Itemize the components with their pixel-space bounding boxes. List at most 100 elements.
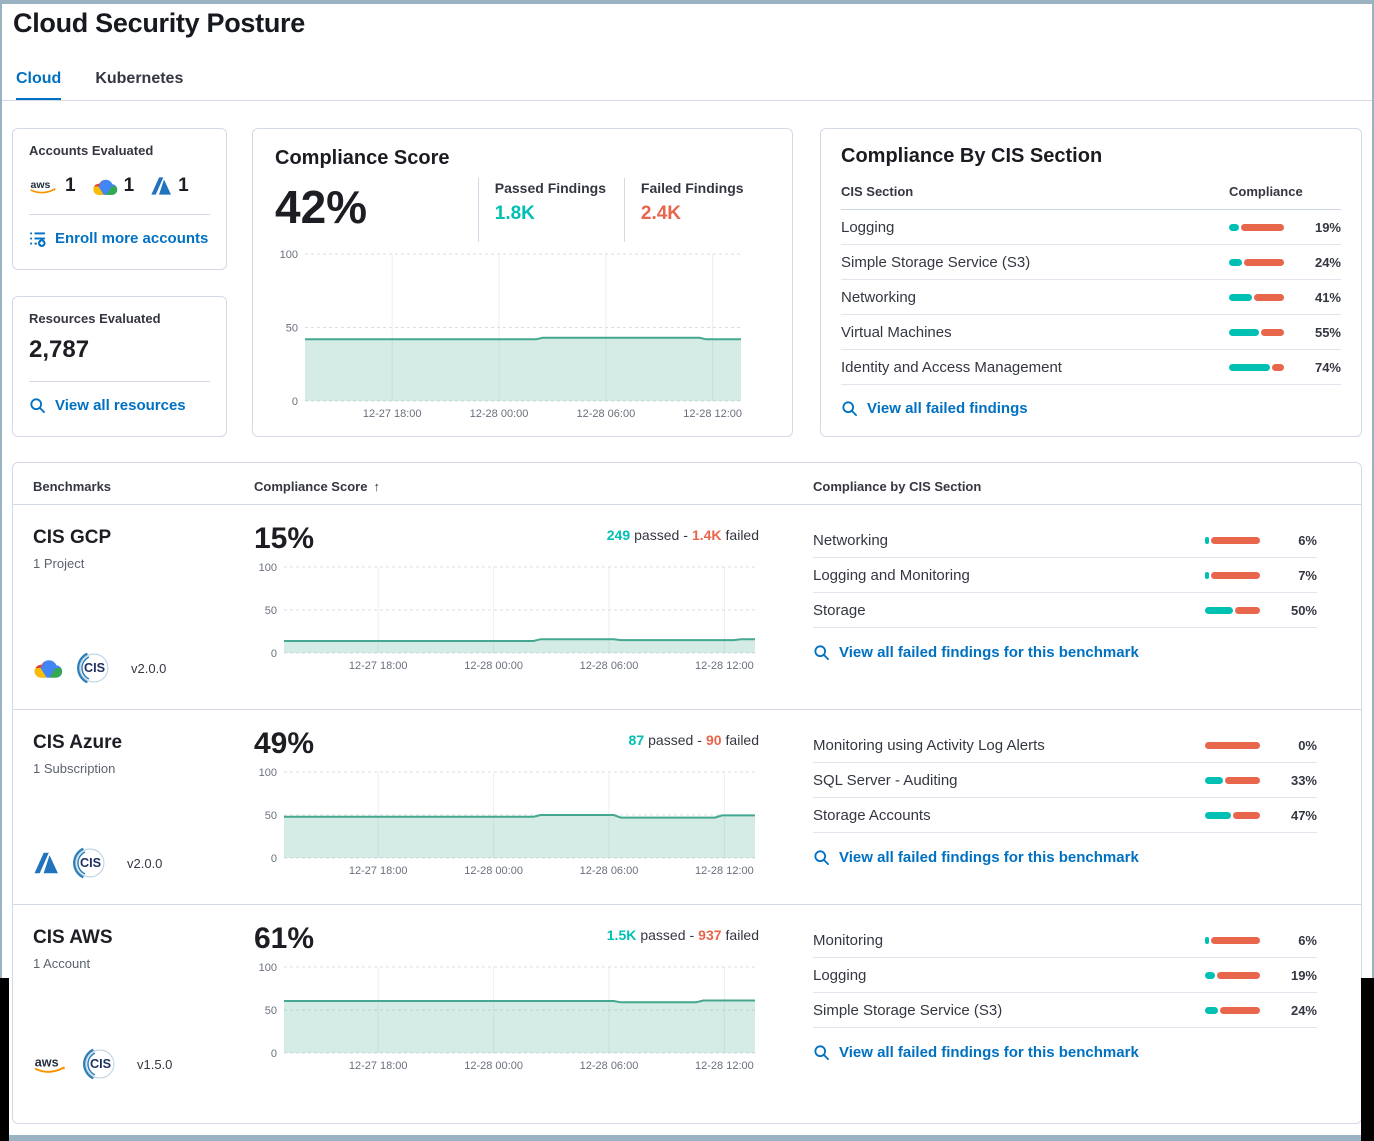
window-frame-top — [0, 0, 1374, 4]
enroll-more-accounts-label: Enroll more accounts — [55, 230, 209, 247]
separator: - — [689, 927, 695, 943]
separator: - — [697, 732, 702, 748]
cis-logo-icon: CIS — [77, 652, 109, 684]
cis-azure-trend-chart: 0 50 100 12-27 18:00 12-28 00:00 12-28 06:00 1… — [259, 767, 755, 877]
benchmark-version: v2.0.0 — [131, 660, 167, 676]
view-all-failed-findings-label: View all failed findings — [867, 400, 1028, 417]
window-frame-bottom — [9, 1135, 1361, 1141]
svg-text:12-27 18:00: 12-27 18:00 — [349, 865, 408, 877]
svg-text:50: 50 — [265, 605, 277, 617]
svg-text:12-28 06:00: 12-28 06:00 — [580, 1060, 639, 1072]
sections-column-header: Compliance by CIS Section — [813, 479, 982, 494]
search-icon — [30, 398, 45, 413]
view-failed-findings-benchmark-link[interactable]: View all failed findings for this benchm… — [813, 1044, 1317, 1061]
compliance-bar — [1205, 936, 1260, 944]
svg-text:12-28 06:00: 12-28 06:00 — [580, 660, 639, 672]
compliance-score-column-header[interactable]: Compliance Score ↑ — [254, 479, 813, 494]
section-label: Monitoring — [813, 931, 884, 949]
accounts-evaluated-title: Accounts Evaluated — [29, 143, 154, 158]
benchmark-name: CIS GCP — [33, 527, 112, 548]
passed-word: passed — [648, 732, 694, 748]
view-failed-findings-benchmark-label: View all failed findings for this benchm… — [839, 644, 1139, 661]
failed-findings-value: 2.4K — [640, 203, 682, 224]
compliance-percent: 19% — [1290, 967, 1317, 983]
view-all-failed-findings-link[interactable]: View all failed findings — [841, 400, 1341, 417]
benchmark-sections-cell: Networking 6% Logging and Monitoring 7% … — [813, 505, 1341, 709]
failed-findings-stat: Failed Findings 2.4K — [623, 178, 770, 242]
view-all-resources-link[interactable]: View all resources — [29, 397, 210, 414]
search-icon — [814, 645, 829, 660]
section-row: Storage 50% — [813, 593, 1317, 628]
gcp-account-count: 1 — [92, 175, 135, 197]
view-failed-findings-benchmark-link[interactable]: View all failed findings for this benchm… — [813, 849, 1317, 866]
compliance-bar — [1205, 536, 1260, 544]
compliance-bar — [1229, 328, 1284, 336]
svg-text:0: 0 — [271, 648, 277, 660]
cis-row-iam: Identity and Access Management 74% — [841, 350, 1341, 385]
benchmark-row-cis-gcp: CIS GCP 1 Project CIS — [13, 505, 1361, 710]
compliance-score-card: Compliance Score 42% Passed Findings 1.8… — [252, 128, 793, 437]
svg-text:0: 0 — [292, 396, 298, 408]
gcp-logo-icon — [92, 179, 117, 195]
benchmark-passed-failed: 249 passed - 1.4K failed — [607, 523, 759, 543]
failed-word: failed — [725, 732, 759, 748]
azure-logo-icon — [34, 852, 58, 874]
svg-text:12-28 00:00: 12-28 00:00 — [464, 660, 523, 672]
svg-text:12-28 06:00: 12-28 06:00 — [576, 408, 635, 420]
svg-text:0: 0 — [271, 1048, 277, 1060]
benchmark-name: CIS AWS — [33, 927, 113, 948]
cis-row-label: Virtual Machines — [841, 323, 952, 341]
cis-section-title: Compliance By CIS Section — [841, 145, 1103, 167]
aws-account-count: aws 1 — [29, 175, 76, 197]
svg-text:12-28 06:00: 12-28 06:00 — [580, 865, 639, 877]
gcp-logo-icon — [34, 660, 63, 678]
resources-evaluated-title: Resources Evaluated — [29, 311, 161, 326]
section-row: Logging 19% — [813, 958, 1317, 993]
benchmark-logos: aws CIS v1.5.0 — [33, 1045, 254, 1083]
failed-count: 1.4K — [691, 527, 722, 543]
cis-row-s3: Simple Storage Service (S3) 24% — [841, 245, 1341, 280]
view-all-resources-label: View all resources — [55, 397, 186, 414]
enroll-more-accounts-link[interactable]: Enroll more accounts — [29, 230, 210, 247]
svg-text:aws: aws — [31, 179, 51, 191]
svg-text:12-28 12:00: 12-28 12:00 — [695, 1060, 754, 1072]
passed-count: 1.5K — [606, 927, 637, 943]
compliance-percent: 74% — [1314, 359, 1341, 375]
svg-text:CIS: CIS — [84, 661, 105, 675]
benchmark-version: v1.5.0 — [137, 1056, 173, 1072]
cis-table-header: CIS Section Compliance — [841, 184, 1341, 210]
section-row: Simple Storage Service (S3) 24% — [813, 993, 1317, 1028]
svg-text:CIS: CIS — [80, 856, 101, 870]
enroll-accounts-icon — [30, 232, 46, 247]
section-label: Monitoring using Activity Log Alerts — [813, 736, 1045, 754]
benchmarks-table: Benchmarks Compliance Score ↑ Compliance … — [12, 462, 1362, 1124]
benchmark-score: 15% — [254, 522, 315, 555]
benchmark-sections-cell: Monitoring 6% Logging 19% Simple Storage… — [813, 905, 1341, 1105]
svg-text:100: 100 — [280, 249, 298, 261]
passed-word: passed — [634, 527, 680, 543]
failed-word: failed — [725, 527, 759, 543]
separator: - — [683, 527, 688, 543]
benchmark-score: 49% — [254, 727, 315, 760]
desktop-background-left — [0, 978, 9, 1141]
section-label: Logging and Monitoring — [813, 566, 970, 584]
section-row: Monitoring using Activity Log Alerts 0% — [813, 728, 1317, 763]
page-title: Cloud Security Posture — [13, 8, 305, 38]
tab-divider — [0, 100, 1374, 101]
benchmark-row-cis-aws: CIS AWS 1 Account aws CIS v1.5.0 61% — [13, 905, 1361, 1105]
account-provider-counts: aws 1 1 1 — [29, 171, 210, 201]
compliance-percent: 55% — [1314, 324, 1341, 340]
gcp-count: 1 — [123, 175, 135, 196]
view-failed-findings-benchmark-link[interactable]: View all failed findings for this benchm… — [813, 644, 1317, 661]
section-row: SQL Server - Auditing 33% — [813, 763, 1317, 798]
tab-cloud[interactable]: Cloud — [16, 70, 62, 100]
svg-text:12-27 18:00: 12-27 18:00 — [349, 1060, 408, 1072]
search-icon — [814, 850, 829, 865]
benchmark-info-cell: CIS Azure 1 Subscription CIS v2.0.0 — [33, 710, 254, 904]
tab-kubernetes[interactable]: Kubernetes — [95, 70, 184, 87]
passed-word: passed — [640, 927, 686, 943]
azure-logo-icon — [151, 177, 172, 195]
passed-count: 249 — [606, 527, 631, 543]
cis-row-label: Identity and Access Management — [841, 358, 1062, 376]
compliance-percent: 0% — [1298, 737, 1317, 753]
